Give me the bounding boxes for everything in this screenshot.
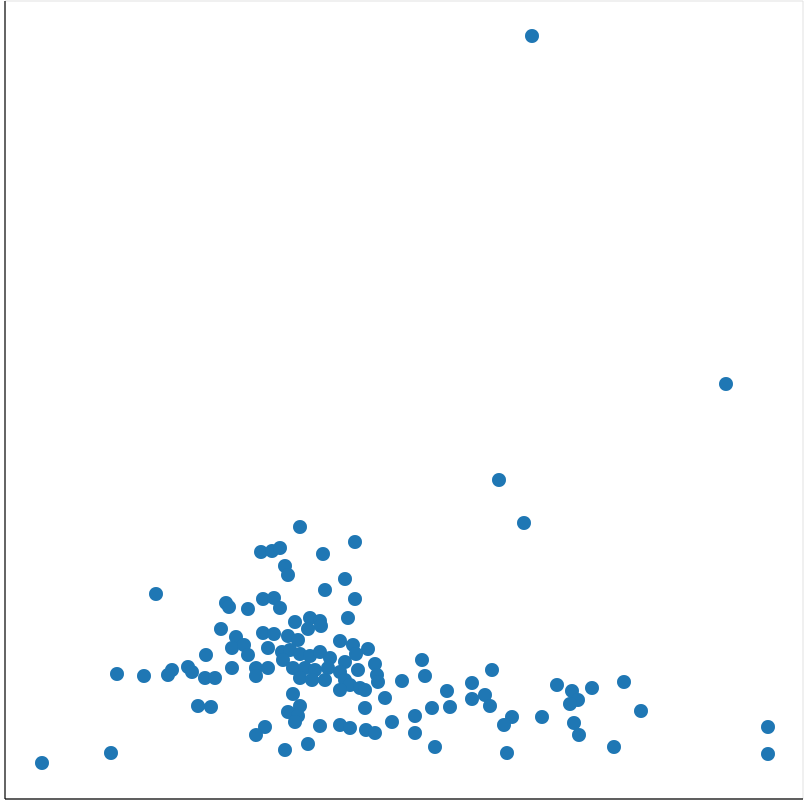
point <box>440 684 454 698</box>
point <box>318 673 332 687</box>
point <box>465 692 479 706</box>
point <box>314 619 328 633</box>
point <box>443 700 457 714</box>
point <box>214 622 228 636</box>
point <box>719 377 733 391</box>
point <box>149 587 163 601</box>
point <box>305 673 319 687</box>
point <box>225 661 239 675</box>
point <box>465 676 479 690</box>
point <box>137 669 151 683</box>
point <box>348 592 362 606</box>
point <box>273 601 287 615</box>
point <box>286 661 300 675</box>
point <box>408 709 422 723</box>
point <box>378 691 392 705</box>
point <box>338 572 352 586</box>
point <box>341 611 355 625</box>
point <box>241 648 255 662</box>
point <box>321 661 335 675</box>
point <box>276 653 290 667</box>
point <box>301 622 315 636</box>
point <box>288 715 302 729</box>
point <box>572 728 586 742</box>
point <box>634 704 648 718</box>
point <box>110 667 124 681</box>
point <box>204 700 218 714</box>
point <box>343 721 357 735</box>
point <box>301 737 315 751</box>
point <box>563 697 577 711</box>
point <box>254 545 268 559</box>
point <box>293 671 307 685</box>
point <box>497 718 511 732</box>
point <box>761 747 775 761</box>
point <box>418 669 432 683</box>
point <box>358 701 372 715</box>
point <box>225 641 239 655</box>
point <box>425 701 439 715</box>
point <box>161 668 175 682</box>
point <box>567 716 581 730</box>
point <box>199 648 213 662</box>
point <box>35 756 49 770</box>
point <box>198 671 212 685</box>
point <box>428 740 442 754</box>
point <box>249 669 263 683</box>
point <box>267 627 281 641</box>
point <box>249 728 263 742</box>
point <box>256 626 270 640</box>
point <box>208 671 222 685</box>
point <box>517 516 531 530</box>
point <box>293 520 307 534</box>
point <box>291 633 305 647</box>
point <box>316 547 330 561</box>
point <box>333 683 347 697</box>
point <box>368 726 382 740</box>
point <box>191 699 205 713</box>
point <box>478 688 492 702</box>
point <box>241 602 255 616</box>
point <box>348 535 362 549</box>
point <box>617 675 631 689</box>
point <box>278 743 292 757</box>
point <box>358 683 372 697</box>
point <box>368 657 382 671</box>
point <box>483 699 497 713</box>
point <box>281 568 295 582</box>
point <box>273 541 287 555</box>
point <box>492 473 506 487</box>
point <box>535 710 549 724</box>
point <box>288 615 302 629</box>
point <box>258 720 272 734</box>
point <box>351 663 365 677</box>
point <box>550 678 564 692</box>
point <box>313 719 327 733</box>
point <box>261 641 275 655</box>
point <box>185 665 199 679</box>
point <box>361 642 375 656</box>
point <box>261 661 275 675</box>
point <box>222 600 236 614</box>
point <box>318 583 332 597</box>
point <box>585 681 599 695</box>
point <box>104 746 118 760</box>
point <box>500 746 514 760</box>
point <box>761 720 775 734</box>
point <box>607 740 621 754</box>
point <box>286 687 300 701</box>
point <box>395 674 409 688</box>
point <box>525 29 539 43</box>
point <box>256 592 270 606</box>
point <box>385 715 399 729</box>
point <box>408 726 422 740</box>
point <box>485 663 499 677</box>
point <box>349 647 363 661</box>
point <box>333 634 347 648</box>
point <box>371 675 385 689</box>
point <box>415 653 429 667</box>
